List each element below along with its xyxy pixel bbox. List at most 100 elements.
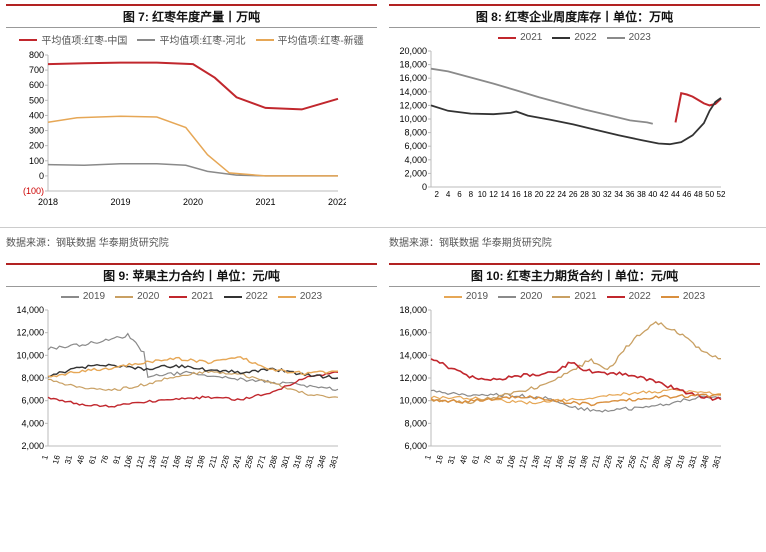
legend-item: 2019 <box>444 291 488 302</box>
svg-text:16: 16 <box>434 454 445 465</box>
chart-svg: (100)01002003004005006007008002018201920… <box>6 49 346 219</box>
chart-9-plot: 2,0004,0006,0008,00010,00012,00014,00011… <box>6 304 377 474</box>
legend-label: 2019 <box>466 291 488 302</box>
svg-text:18,000: 18,000 <box>399 60 427 70</box>
svg-text:31: 31 <box>63 454 74 465</box>
legend-swatch <box>137 39 155 41</box>
legend-swatch <box>169 296 187 298</box>
series-line <box>431 98 721 144</box>
svg-text:(100): (100) <box>23 186 44 196</box>
svg-text:600: 600 <box>29 80 44 90</box>
svg-text:18: 18 <box>523 190 532 199</box>
chart-7-title: 图 7: 红枣年度产量丨万吨 <box>6 4 377 28</box>
svg-text:12,000: 12,000 <box>399 100 427 110</box>
svg-text:256: 256 <box>626 454 638 470</box>
svg-text:100: 100 <box>29 156 44 166</box>
svg-text:48: 48 <box>694 190 703 199</box>
svg-text:4,000: 4,000 <box>21 418 44 428</box>
legend-label: 2022 <box>629 291 651 302</box>
chart-8-legend: 202120222023 <box>389 28 760 45</box>
legend-swatch <box>552 37 570 39</box>
chart-10-plot: 6,0008,00010,00012,00014,00016,00018,000… <box>389 304 760 474</box>
svg-text:91: 91 <box>111 454 122 465</box>
series-line <box>48 164 338 176</box>
svg-text:400: 400 <box>29 110 44 120</box>
legend-label: 平均值项:红枣-河北 <box>159 32 245 47</box>
svg-text:2020: 2020 <box>183 197 203 207</box>
svg-text:32: 32 <box>603 190 612 199</box>
legend-swatch <box>552 296 570 298</box>
svg-text:181: 181 <box>183 454 195 470</box>
svg-text:2022: 2022 <box>328 197 346 207</box>
svg-text:31: 31 <box>446 454 457 465</box>
chart-8-title: 图 8: 红枣企业周度库存丨单位：万吨 <box>389 4 760 28</box>
legend-label: 平均值项:红枣-中国 <box>41 32 127 47</box>
svg-text:166: 166 <box>171 454 183 470</box>
svg-text:16: 16 <box>51 454 62 465</box>
svg-text:2,000: 2,000 <box>404 168 427 178</box>
svg-text:24: 24 <box>557 190 566 199</box>
legend-item: 2019 <box>61 291 105 302</box>
legend-swatch <box>278 296 296 298</box>
legend-label: 2022 <box>574 32 596 43</box>
svg-text:300: 300 <box>29 126 44 136</box>
legend-label: 2021 <box>191 291 213 302</box>
svg-text:38: 38 <box>637 190 646 199</box>
series-line <box>431 69 653 124</box>
legend-item: 2020 <box>498 291 542 302</box>
chart-7-plot: (100)01002003004005006007008002018201920… <box>6 49 377 219</box>
chart-7-source: 数据来源：钢联数据 华泰期货研究院 <box>0 227 383 259</box>
svg-text:500: 500 <box>29 95 44 105</box>
svg-text:301: 301 <box>662 454 674 470</box>
chart-svg: 2,0004,0006,0008,00010,00012,00014,00011… <box>6 304 346 474</box>
series-line <box>48 357 338 377</box>
legend-label: 2023 <box>683 291 705 302</box>
legend-item: 2020 <box>115 291 159 302</box>
series-line <box>48 371 338 398</box>
svg-text:20,000: 20,000 <box>399 46 427 56</box>
svg-text:151: 151 <box>542 454 554 470</box>
svg-text:6,000: 6,000 <box>21 396 44 406</box>
svg-text:34: 34 <box>614 190 623 199</box>
svg-text:8,000: 8,000 <box>21 373 44 383</box>
svg-text:331: 331 <box>304 454 316 470</box>
svg-text:316: 316 <box>292 454 304 470</box>
svg-text:22: 22 <box>546 190 555 199</box>
chart-8-source: 数据来源：钢联数据 华泰期货研究院 <box>383 227 766 259</box>
svg-text:1: 1 <box>423 454 433 461</box>
legend-swatch <box>224 296 242 298</box>
legend-label: 2020 <box>137 291 159 302</box>
legend-label: 2021 <box>574 291 596 302</box>
svg-text:0: 0 <box>39 171 44 181</box>
svg-text:50: 50 <box>705 190 714 199</box>
svg-text:6,000: 6,000 <box>404 141 427 151</box>
svg-text:2018: 2018 <box>38 197 58 207</box>
legend-swatch <box>607 37 625 39</box>
chart-9-title: 图 9: 苹果主力合约丨单位：元/吨 <box>6 263 377 287</box>
svg-text:26: 26 <box>569 190 578 199</box>
panel-chart-9: 图 9: 苹果主力合约丨单位：元/吨 20192020202120222023 … <box>0 259 383 478</box>
legend-item: 平均值项:红枣-河北 <box>137 32 245 47</box>
svg-text:361: 361 <box>328 454 340 470</box>
chart-svg: 6,0008,00010,00012,00014,00016,00018,000… <box>389 304 729 474</box>
svg-text:136: 136 <box>530 454 542 470</box>
legend-swatch <box>61 296 79 298</box>
legend-swatch <box>444 296 462 298</box>
svg-text:121: 121 <box>517 454 529 470</box>
legend-label: 2019 <box>83 291 105 302</box>
svg-text:20: 20 <box>535 190 544 199</box>
legend-swatch <box>498 37 516 39</box>
legend-swatch <box>661 296 679 298</box>
series-line <box>48 334 338 391</box>
panel-chart-10: 图 10: 红枣主力期货合约丨单位：元/吨 2019 2020 2021 2022 20… <box>383 259 766 478</box>
legend-item: 平均值项:红枣-新疆 <box>256 32 364 47</box>
legend-item: 2021 <box>552 291 596 302</box>
svg-text:61: 61 <box>87 454 98 465</box>
svg-text:361: 361 <box>711 454 723 470</box>
svg-text:42: 42 <box>660 190 669 199</box>
chart-10-title: 图 10: 红枣主力期货合约丨单位：元/吨 <box>389 263 760 287</box>
series-line <box>431 322 721 404</box>
svg-text:226: 226 <box>219 454 231 470</box>
svg-text:0: 0 <box>422 182 427 192</box>
svg-text:10: 10 <box>478 190 487 199</box>
